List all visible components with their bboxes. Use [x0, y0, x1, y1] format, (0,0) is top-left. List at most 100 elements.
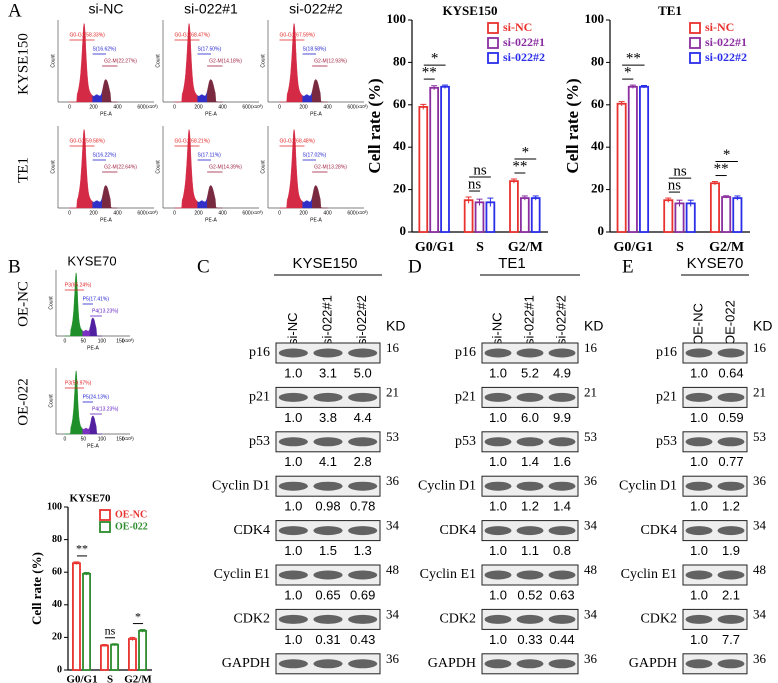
legend-swatch [99, 521, 111, 533]
histogram [311, 79, 328, 103]
blot-frame [682, 386, 748, 408]
gate-label: G0-G1(68.48%) [280, 138, 316, 144]
y-tick-label: 100 [585, 11, 605, 26]
protein-label: GAPDH [428, 656, 476, 671]
y-tick-label: 80 [591, 53, 604, 68]
quant-label: 0.63 [549, 587, 574, 602]
blot-band [278, 481, 308, 491]
blot-band [484, 392, 512, 402]
gate-label: S(17.02%) [303, 152, 327, 158]
blot-band [484, 437, 512, 447]
chart-title: KYSE150 [443, 3, 498, 18]
protein-label: p16 [249, 345, 270, 360]
flow-tick: 50 [81, 436, 87, 442]
gate-label: G0-G1(67.59%) [280, 32, 316, 38]
row-label: OE-022 [15, 378, 31, 426]
x-tick-label: G0/G1 [66, 674, 97, 683]
y-tick-label: 40 [393, 138, 406, 153]
quant-label: 1.0 [489, 587, 507, 602]
protein-label: CDK2 [640, 612, 677, 627]
blot-band [717, 570, 745, 580]
blot-title: KYSE70 [687, 255, 744, 272]
lane-label: si-022#1 [319, 295, 334, 345]
y-axis-label: Cell rate (%) [29, 552, 44, 625]
x-tick-label: G2/M [124, 674, 152, 683]
protein-label: p16 [455, 345, 476, 360]
histogram [69, 129, 93, 209]
protein-label: CDK2 [233, 612, 270, 627]
blot-band [278, 659, 308, 669]
y-tick-label: 100 [47, 501, 62, 512]
blot-band [278, 348, 308, 358]
kd-label: 53 [386, 429, 399, 444]
kd-label: 36 [386, 651, 400, 666]
y-tick-label: 80 [52, 534, 62, 545]
quant-label: 0.64 [718, 365, 743, 380]
blot-band [313, 348, 343, 358]
kd-label: 36 [584, 651, 598, 666]
histogram [82, 327, 91, 337]
blot-band [548, 659, 576, 669]
gate-label: G2-M(14.39%) [209, 164, 242, 170]
kd-label: 34 [753, 606, 767, 621]
kd-label: 48 [584, 562, 597, 577]
significance-label: ns [105, 624, 116, 638]
blot-band [278, 614, 308, 624]
flow-y-label: Count [50, 160, 56, 174]
x-tick-label: G0/G1 [613, 240, 653, 255]
quant-label: 1.0 [489, 499, 507, 514]
bar [440, 85, 450, 233]
protein-label: GAPDH [629, 656, 677, 671]
flow-tick: 200 [89, 210, 98, 216]
quant-label: 1.2 [521, 499, 539, 514]
blot-band [313, 437, 343, 447]
blot-frame [682, 520, 748, 542]
kd-label: 48 [386, 562, 399, 577]
histogram [101, 79, 118, 103]
flow-x-label: PE-A [205, 111, 217, 117]
lane-label: si-022#2 [354, 295, 369, 345]
lane-label: si-NC [285, 313, 300, 346]
significance-label: * [624, 65, 632, 81]
quant-label: 0.77 [718, 454, 743, 469]
kd-label: 34 [753, 518, 767, 533]
protein-label: Cyclin D1 [212, 478, 270, 493]
flow-tick: 400 [323, 104, 332, 110]
bar [663, 199, 674, 233]
blot-band [516, 481, 544, 491]
y-tick-label: 0 [400, 223, 407, 238]
histogram [279, 23, 303, 103]
flow-tick: 400 [323, 210, 332, 216]
quant-label: 1.3 [354, 543, 372, 558]
y-tick-label: 40 [591, 138, 604, 153]
blot-band [484, 570, 512, 580]
blot-band [516, 526, 544, 536]
histogram [89, 415, 102, 435]
blot-frame [682, 475, 748, 497]
flow-y-label: Count [260, 54, 266, 68]
flow-tick: 0 [68, 210, 71, 216]
blot-band [348, 526, 378, 536]
quant-label: 0.52 [517, 587, 542, 602]
gate-label: S(18.58%) [303, 46, 327, 52]
histogram [89, 317, 102, 337]
blot-frame [682, 342, 748, 364]
quant-label: 1.0 [690, 499, 708, 514]
flow-x-label: PE-A [100, 111, 112, 117]
significance-label: ** [626, 51, 641, 67]
quant-label: 1.1 [521, 543, 539, 558]
y-tick-label: 0 [57, 664, 62, 675]
blot-band [548, 526, 576, 536]
blot-band [685, 437, 713, 447]
y-axis-label: Cell rate (%) [563, 78, 582, 173]
blot-band [685, 348, 713, 358]
quant-label: 4.9 [553, 365, 571, 380]
bar [509, 180, 519, 233]
bar [519, 197, 530, 233]
quant-label: 1.6 [553, 454, 571, 469]
bar [463, 199, 474, 233]
lane-label: si-022#1 [521, 295, 536, 345]
bar [418, 106, 429, 233]
flow-tick: 400 [113, 210, 122, 216]
gate-label: P5(24.13%) [83, 394, 110, 400]
